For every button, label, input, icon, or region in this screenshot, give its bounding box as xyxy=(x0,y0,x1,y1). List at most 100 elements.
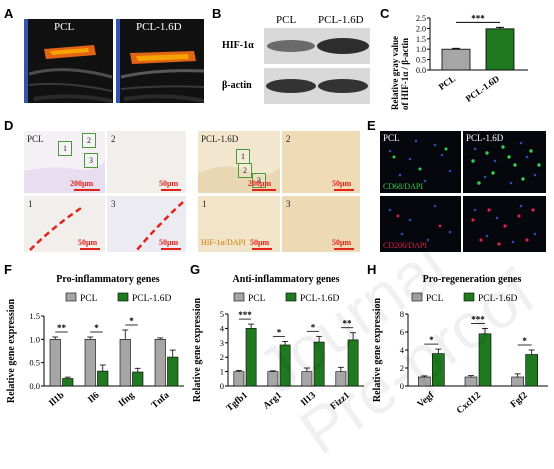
bar xyxy=(62,378,74,387)
x-tick-label: Tgfb1 xyxy=(225,390,250,413)
y-tick-label: 1.0 xyxy=(29,334,40,344)
y-axis-label: Relative gene expression xyxy=(192,297,203,402)
blot-row-hif: HIF-1α xyxy=(222,40,254,51)
y-tick-label: 0.5 xyxy=(29,358,40,368)
y-tick-label: 2.5 xyxy=(416,14,426,23)
bar xyxy=(279,344,291,387)
roi-box-1: 1 xyxy=(236,149,250,164)
bar xyxy=(478,333,492,387)
x-tick-label: Fgf2 xyxy=(509,390,530,410)
sig-label: *** xyxy=(471,13,485,23)
scale-label: 50μm xyxy=(332,238,352,247)
fluorescence-image xyxy=(388,204,452,242)
bar xyxy=(441,48,471,71)
bar xyxy=(347,339,359,387)
legend-label-pcl: PCL xyxy=(248,294,266,304)
bar xyxy=(154,339,166,387)
y-tick-label: 0.5 xyxy=(416,56,426,65)
ihc-pcl16-overview-image xyxy=(198,166,280,193)
scale-bar xyxy=(252,189,276,191)
ihc-pcl-caption: PCL xyxy=(27,134,44,144)
y-tick-label: 2 xyxy=(400,363,404,373)
sig-label: ** xyxy=(57,323,67,333)
panel-label-h: H xyxy=(367,262,377,277)
roi-box-1: 1 xyxy=(58,141,72,156)
chart-c-ylabel-1: Relative gray value xyxy=(390,36,400,110)
x-tick-label: Il6 xyxy=(87,390,102,405)
bar xyxy=(267,371,279,387)
legend-label-pcl16: PCL-1.6D xyxy=(478,294,517,304)
ihc-sub-caption: 3 xyxy=(286,199,291,209)
y-tick-label: 5 xyxy=(220,309,224,319)
scale-label: 50μm xyxy=(78,238,98,247)
bar xyxy=(432,353,445,387)
ihc-pcl16-caption: PCL-1.6D xyxy=(201,134,239,144)
bar xyxy=(84,339,96,387)
dashed-boundary xyxy=(136,201,184,251)
y-tick-label: 8 xyxy=(400,309,404,319)
y-axis-label: Relative gene expression xyxy=(6,298,17,403)
bar xyxy=(335,371,347,387)
ihc-pcl-zoom1: 1 50μm xyxy=(24,196,105,252)
legend-swatch-pcl16 xyxy=(285,292,297,302)
scale-label: 50μm xyxy=(332,179,352,188)
legend-label-pcl: PCL xyxy=(426,294,444,304)
ultrasound-pcl-caption: PCL xyxy=(54,21,75,33)
panel-label-c: C xyxy=(380,6,390,21)
chart-c-ylabel-2: of HIF-1α / β-actin xyxy=(400,38,410,110)
ihc-pcl-zoom2: 2 50μm xyxy=(107,131,186,193)
chart-title: Pro-regeneration genes xyxy=(423,274,522,285)
y-tick-label: 1 xyxy=(220,367,224,377)
y-tick-label: 0 xyxy=(220,381,224,391)
sig-label: * xyxy=(94,323,99,333)
x-tick-label: Arg1 xyxy=(262,390,284,411)
bar xyxy=(97,370,109,387)
bar xyxy=(167,356,179,387)
bar xyxy=(233,371,245,387)
bar xyxy=(464,376,478,387)
stain-label: CD206/DAPI xyxy=(383,241,428,250)
chart-title: Pro-inflammatory genes xyxy=(56,274,160,285)
scale-bar xyxy=(161,189,181,191)
bar xyxy=(525,354,538,387)
ihc-pcl16-overview: PCL-1.6D 1 2 3 200μm xyxy=(198,131,280,193)
panel-label-d: D xyxy=(4,118,14,133)
chart-c: Relative gray value of HIF-1α / β-actin … xyxy=(390,13,528,110)
x-tick-label: Cxcl12 xyxy=(455,390,483,416)
y-axis-label: Relative gene expression xyxy=(372,297,383,402)
roi-box-3: 3 xyxy=(252,173,266,188)
y-tick-label: 1.5 xyxy=(29,311,40,321)
fluorescence-image xyxy=(471,204,537,246)
y-tick-label: 3 xyxy=(220,338,224,348)
scale-label: 200μm xyxy=(248,179,272,188)
bar xyxy=(485,28,515,71)
sig-label: ** xyxy=(343,319,353,329)
panel-label-b: B xyxy=(212,6,222,21)
scale-bar xyxy=(334,189,354,191)
x-tick-label: Tnfa xyxy=(150,390,172,410)
ihc-sub-caption: 1 xyxy=(28,199,33,209)
chart-g: Anti-inflammatory genes Relative gene exp… xyxy=(192,274,364,414)
stain-label: HIF-1α/DAPI xyxy=(201,238,246,247)
dashed-boundary xyxy=(29,204,85,251)
sig-label: * xyxy=(277,327,282,337)
bar xyxy=(313,341,325,387)
y-tick-label: 4 xyxy=(400,345,405,355)
scale-bar xyxy=(252,248,272,250)
ultrasound-pcl: PCL xyxy=(24,19,113,103)
sig-label: *** xyxy=(471,314,485,324)
bar xyxy=(418,376,431,387)
legend-label-pcl16: PCL-1.6D xyxy=(132,294,171,304)
x-tick-label: Vegf xyxy=(416,390,437,410)
sig-label: *** xyxy=(238,310,252,320)
legend-label-pcl: PCL xyxy=(80,294,98,304)
legend-swatch-pcl xyxy=(65,292,77,302)
ultrasound-pcl16-image xyxy=(116,19,204,103)
scale-label: 200μm xyxy=(70,179,94,188)
x-tick-label: Ifng xyxy=(117,390,137,409)
y-tick-label: 4 xyxy=(220,323,225,333)
bar xyxy=(301,371,313,387)
if-pcl16-cd68: PCL-1.6D xyxy=(463,131,546,193)
ihc-pcl-zoom3: 3 50μm xyxy=(107,196,186,252)
stain-label: CD68/DAPI xyxy=(383,182,424,191)
